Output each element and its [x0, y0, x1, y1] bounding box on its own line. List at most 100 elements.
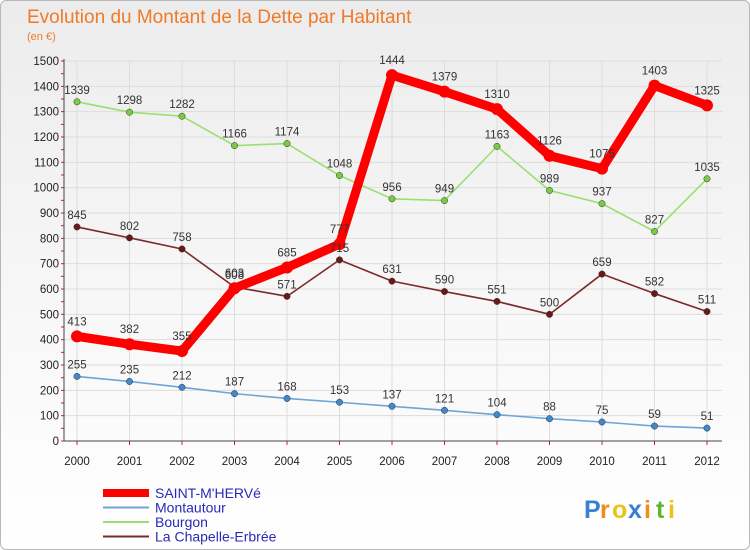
data-label: 1444 — [379, 55, 405, 67]
series-lines — [71, 69, 713, 432]
data-label: 1035 — [694, 162, 720, 174]
data-point — [231, 142, 238, 150]
data-point — [73, 223, 81, 231]
data-label: 956 — [382, 182, 401, 194]
data-label: 500 — [540, 297, 559, 309]
data-point — [283, 292, 291, 300]
data-point — [546, 310, 553, 318]
y-tick-label: 1200 — [33, 132, 59, 144]
data-point — [648, 79, 661, 92]
data-point — [178, 112, 186, 120]
data-point — [598, 418, 606, 426]
data-label: 212 — [172, 370, 191, 382]
data-label: 1163 — [485, 129, 510, 141]
data-point — [73, 372, 81, 380]
data-label: 758 — [172, 232, 191, 244]
data-label: 685 — [277, 247, 296, 259]
data-label: 937 — [592, 187, 611, 199]
data-point — [493, 411, 501, 419]
data-labels: 255 235 212 187 168 153 137 121 104 88 75 59 51 1339 1… — [64, 55, 720, 423]
data-label: 104 — [487, 398, 507, 410]
data-label: 571 — [277, 279, 296, 291]
x-tick-label: 2005 — [327, 456, 353, 468]
y-tick-label: 1100 — [34, 157, 59, 169]
data-label: 827 — [645, 214, 664, 226]
data-label: 659 — [592, 257, 611, 269]
y-tick-label: 600 — [40, 284, 59, 296]
x-tick-label: 2011 — [642, 456, 667, 468]
data-label: 608 — [225, 270, 244, 282]
data-label: 1339 — [64, 85, 90, 97]
logo-letter: P — [584, 496, 601, 524]
axes: 0 100 200 300 400 500 600 700 800 900 1000 1100 1200… — [33, 56, 722, 468]
data-label: 88 — [543, 402, 556, 414]
data-label: 1298 — [117, 95, 143, 107]
logo-letter: o — [612, 496, 627, 524]
data-label: 187 — [225, 377, 244, 389]
data-label: 413 — [67, 316, 86, 328]
data-point — [438, 85, 451, 98]
data-point — [441, 406, 448, 414]
data-point — [126, 108, 133, 116]
data-point — [441, 197, 448, 205]
y-tick-label: 900 — [40, 208, 59, 220]
data-point — [336, 256, 343, 264]
data-point — [491, 103, 503, 116]
y-tick-label: 1300 — [33, 107, 59, 119]
y-tick-label: 500 — [40, 309, 59, 321]
x-tick-label: 2008 — [484, 456, 510, 468]
y-tick-label: 800 — [40, 233, 59, 245]
logo-letter: i — [644, 496, 651, 524]
y-tick-label: 0 — [53, 436, 59, 448]
data-point — [703, 424, 711, 432]
data-point — [73, 98, 81, 106]
logo-letter: t — [656, 496, 665, 524]
data-label: 582 — [645, 277, 664, 289]
x-tick-label: 2000 — [64, 456, 90, 468]
data-label: 989 — [540, 173, 559, 185]
data-point — [386, 69, 398, 82]
data-label: 1126 — [537, 136, 562, 148]
data-label: 511 — [698, 295, 716, 307]
data-label: 382 — [120, 324, 139, 336]
data-point — [598, 270, 606, 278]
data-label: 1403 — [642, 66, 668, 78]
data-point — [701, 99, 713, 112]
data-point — [281, 261, 293, 274]
data-point — [283, 140, 291, 148]
y-tick-label: 1000 — [33, 183, 59, 195]
legend-label: Bourgon — [155, 514, 208, 530]
x-tick-label: 2012 — [694, 456, 720, 468]
data-point — [336, 172, 343, 179]
data-point — [388, 195, 396, 203]
data-label: 1310 — [484, 89, 510, 101]
data-label: 1075 — [589, 149, 615, 161]
x-tick-label: 2006 — [379, 456, 405, 468]
data-point — [651, 422, 658, 430]
data-point — [123, 338, 136, 351]
data-point — [651, 290, 658, 298]
x-tick-label: 2007 — [432, 456, 458, 468]
data-label: 1048 — [327, 159, 353, 171]
x-tick-label: 2002 — [169, 456, 195, 468]
data-label: 153 — [330, 385, 349, 397]
data-point — [596, 162, 608, 175]
data-point — [176, 345, 188, 358]
data-label: 1174 — [275, 127, 300, 139]
data-point — [126, 378, 133, 385]
data-label: 590 — [435, 275, 454, 287]
data-label: 75 — [596, 405, 609, 417]
data-point — [546, 187, 553, 194]
data-point — [126, 234, 133, 242]
x-tick-label: 2009 — [537, 456, 563, 468]
data-point — [336, 398, 343, 406]
data-point — [598, 200, 606, 208]
legend-label: Montautour — [155, 500, 226, 516]
y-tick-label: 700 — [40, 259, 59, 271]
data-label: 235 — [120, 364, 139, 376]
data-label: 1379 — [432, 72, 458, 84]
data-label: 51 — [701, 411, 714, 423]
data-label: 845 — [67, 210, 86, 222]
